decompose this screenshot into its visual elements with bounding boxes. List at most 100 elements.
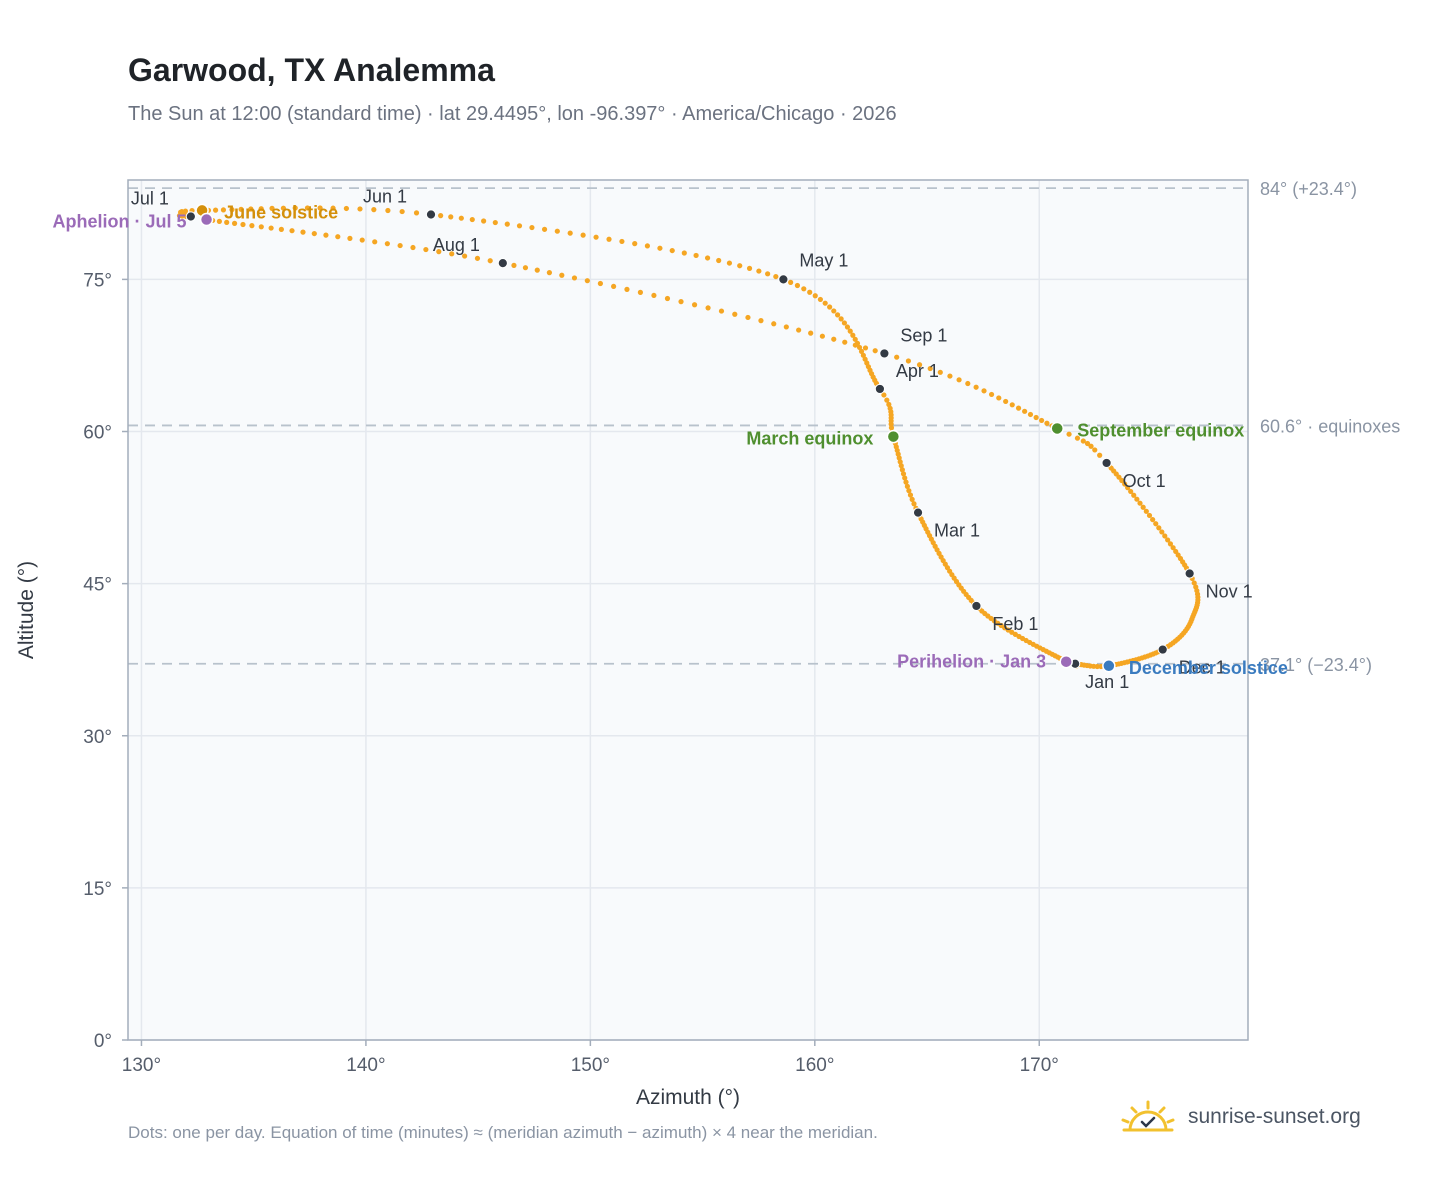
day-dot (862, 356, 868, 362)
page-subtitle: The Sun at 12:00 (standard time) · lat 2… (128, 103, 897, 125)
day-dot (481, 218, 487, 224)
day-dot (1066, 431, 1072, 437)
x-tick-label: 150° (571, 1055, 610, 1076)
day-dot (554, 228, 560, 234)
day-dot (705, 305, 711, 311)
day-dot (546, 270, 553, 276)
x-tick-label: 130° (122, 1055, 161, 1076)
day-dot (1003, 398, 1009, 405)
plot-area (128, 180, 1248, 1040)
day-dot (852, 342, 858, 348)
y-tick-label: 45° (83, 575, 112, 596)
y-tick-label: 60° (83, 423, 112, 444)
brand[interactable]: sunrise-sunset.org (1120, 1100, 1361, 1134)
day-dot (903, 479, 909, 485)
day-dot (909, 496, 915, 502)
month-marker (1101, 457, 1112, 469)
month-marker (185, 211, 196, 222)
day-dot (580, 232, 586, 238)
day-dot (224, 219, 230, 225)
day-dot (413, 210, 420, 216)
day-dot (937, 369, 943, 375)
event-label: Perihelion · Jan 3 (897, 652, 1046, 672)
day-dot (1165, 537, 1171, 543)
day-dot (399, 208, 405, 215)
day-dot (916, 362, 923, 368)
day-dot (529, 224, 535, 231)
day-dot (1153, 521, 1159, 527)
day-dot (812, 293, 818, 299)
day-dot (1128, 488, 1134, 495)
day-dot (732, 311, 738, 317)
day-dot (807, 289, 813, 295)
day-dot (371, 207, 377, 213)
axes: 130° 140° 150° 160° 170° 0° 15° 30° 45° 60° 75° Azi… (15, 270, 1059, 1109)
day-dot (693, 252, 699, 259)
day-dot (1027, 411, 1034, 418)
event-marker (199, 212, 214, 227)
day-dot (249, 223, 255, 229)
day-dot (981, 388, 987, 394)
day-dot (842, 339, 848, 345)
day-dot (571, 275, 578, 281)
day-dot (860, 352, 866, 358)
day-dot (831, 308, 837, 314)
day-dot (771, 321, 777, 327)
day-dot (347, 235, 353, 241)
day-dot (718, 308, 725, 314)
day-dot (1162, 533, 1168, 539)
month-marker-label: Jan 1 (1085, 672, 1129, 692)
event-marker (1059, 654, 1073, 669)
day-dot (304, 205, 311, 211)
day-dot (231, 220, 238, 226)
month-marker (497, 258, 508, 269)
day-dot (323, 232, 329, 238)
day-dot (1088, 443, 1094, 449)
day-dot (906, 488, 912, 494)
day-dot (856, 344, 863, 351)
y-tick-label: 15° (83, 879, 112, 900)
day-dot (269, 205, 275, 211)
day-dot (884, 397, 890, 403)
day-dot (268, 225, 274, 231)
month-marker (912, 507, 924, 518)
day-dot (898, 463, 904, 469)
day-dot (584, 278, 590, 284)
day-dot (611, 283, 617, 290)
day-dot (862, 345, 869, 351)
day-dot (988, 391, 995, 398)
day-dot (1080, 438, 1086, 444)
month-marker (971, 600, 982, 612)
month-marker (879, 348, 890, 359)
day-dot (1122, 481, 1128, 487)
day-dot (280, 205, 286, 211)
x-axis-title: Azimuth (°) (636, 1086, 740, 1109)
month-marker (1184, 568, 1195, 579)
day-dot (841, 320, 848, 326)
day-dot (794, 282, 801, 289)
day-dot (965, 380, 971, 387)
day-dot (1022, 408, 1028, 414)
event-label: June solstice (224, 202, 338, 222)
month-marker-label: Dec 1 (1179, 658, 1226, 678)
day-dot (704, 255, 711, 261)
day-dot (664, 295, 671, 302)
day-dot (229, 207, 235, 213)
event-label: September equinox (1077, 420, 1244, 440)
brand-name: sunrise-sunset.org (1188, 1105, 1361, 1128)
day-dot (448, 214, 454, 220)
day-dot (1119, 477, 1125, 484)
day-dot (397, 242, 403, 249)
day-dot (248, 206, 254, 212)
day-dot (651, 292, 657, 299)
event-label: December solstice (1129, 658, 1288, 678)
day-dot (904, 483, 910, 489)
month-marker-label: Jun 1 (363, 186, 407, 206)
month-marker-label: Feb 1 (992, 614, 1038, 634)
day-dot (947, 373, 953, 379)
day-dot (927, 365, 933, 372)
day-dot (258, 206, 264, 212)
day-dot (1156, 525, 1162, 531)
day-dot (436, 249, 442, 255)
